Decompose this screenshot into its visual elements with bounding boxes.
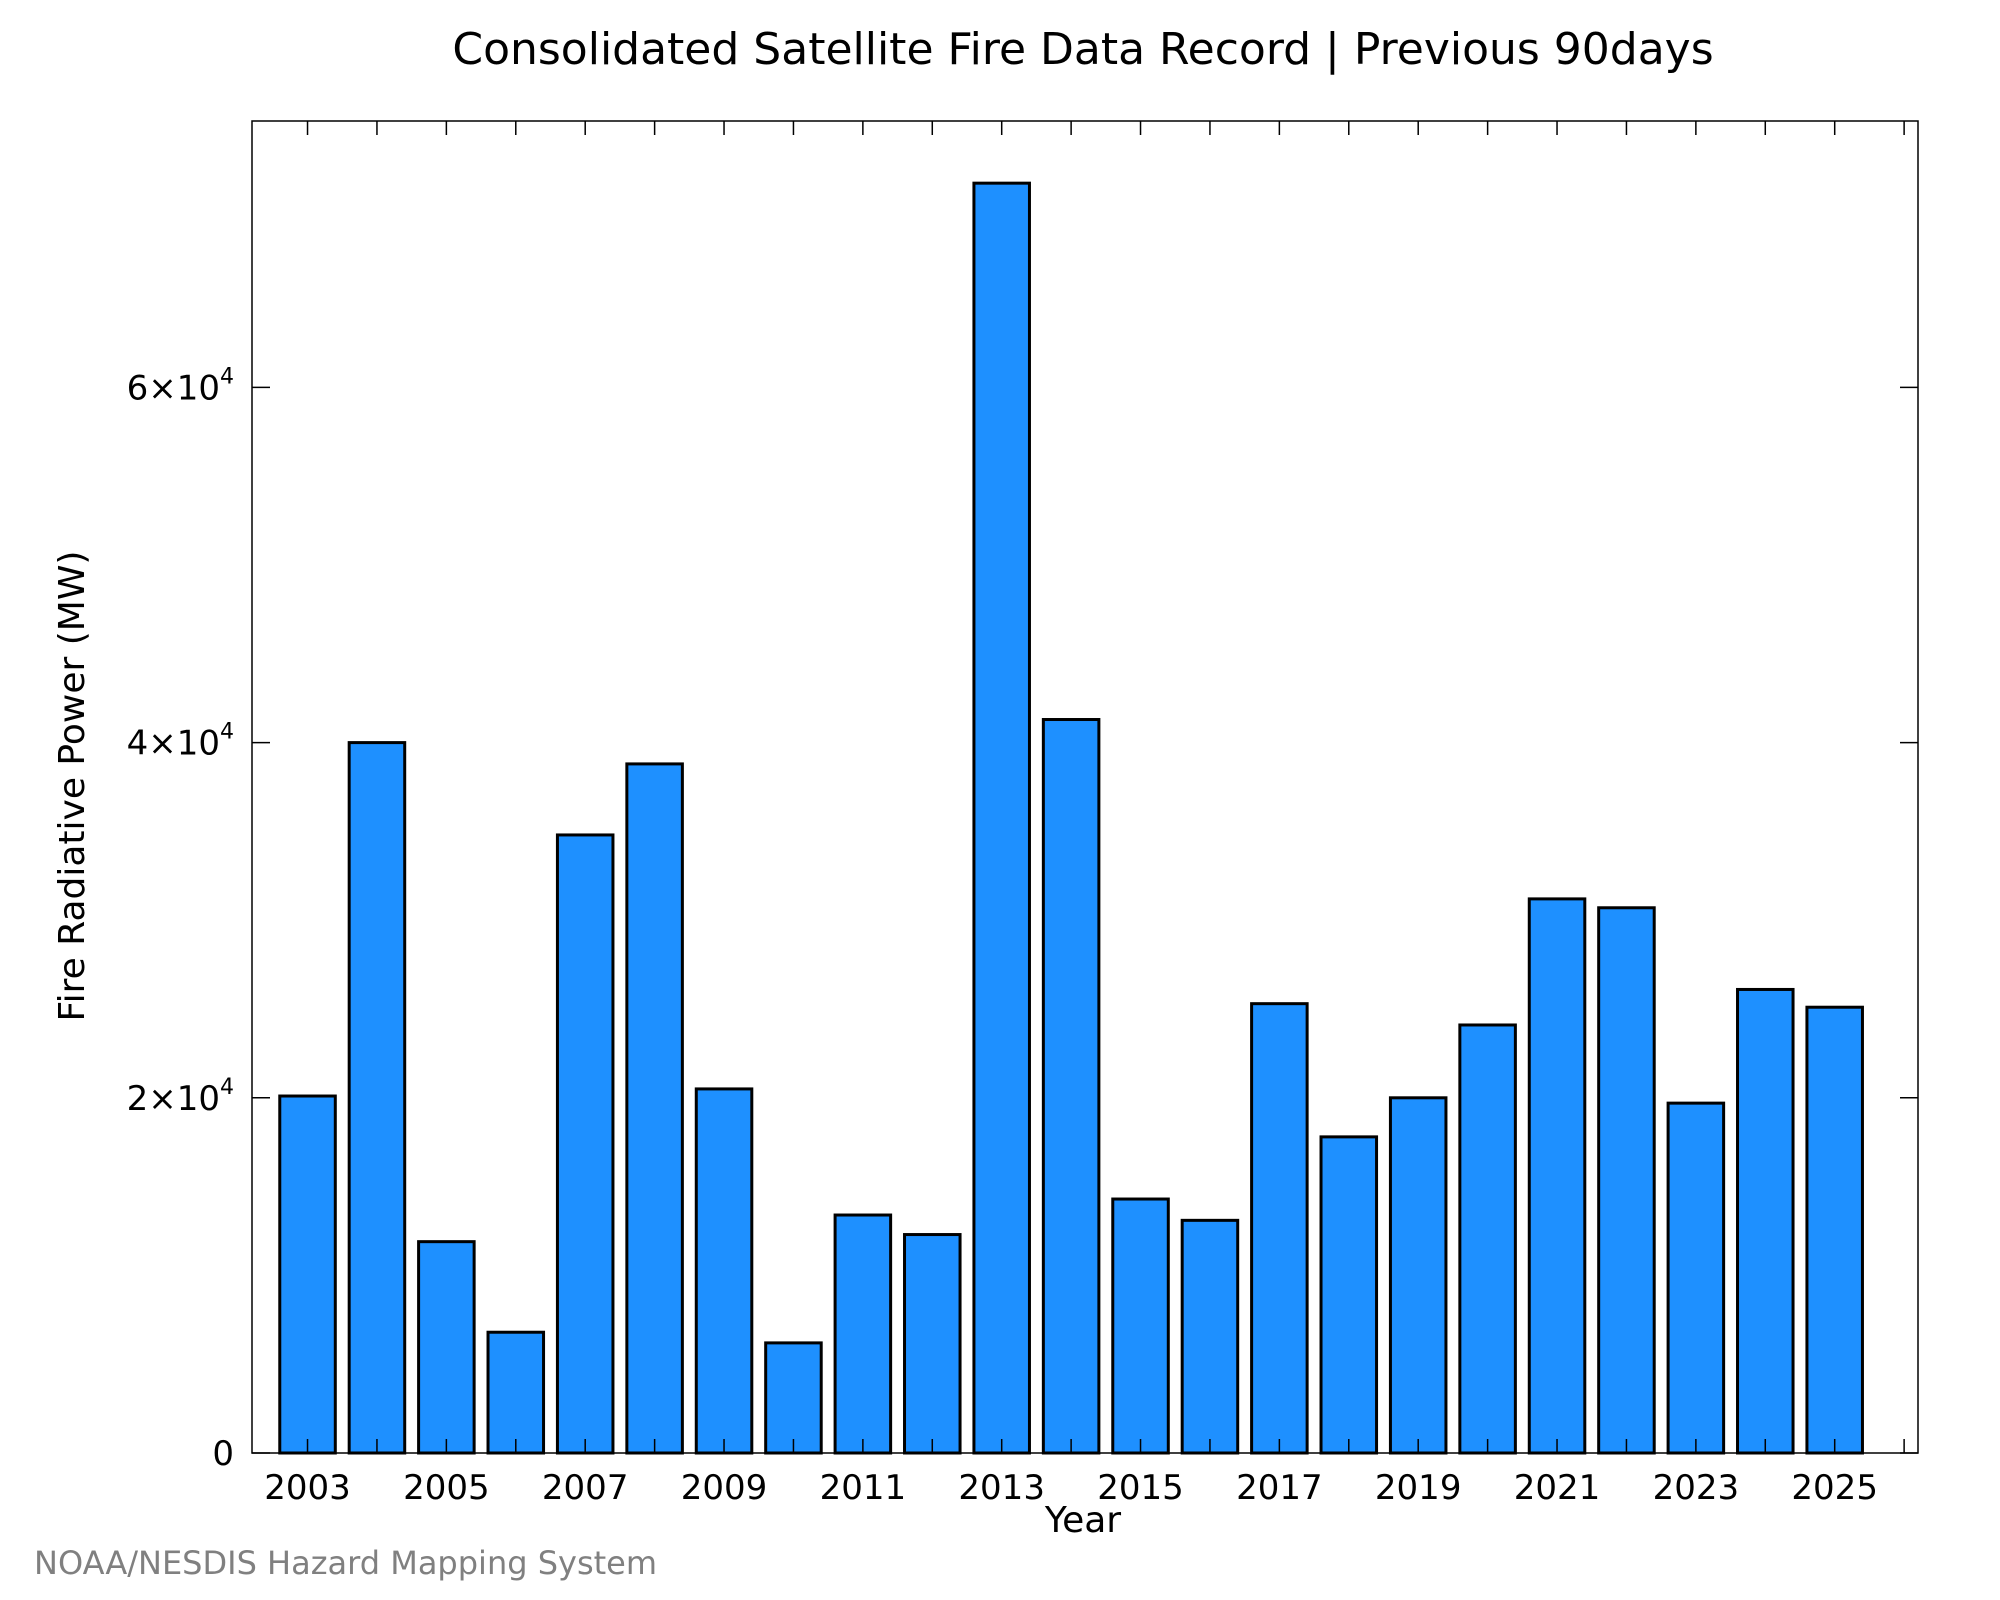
x-tick-label-2025: 2025 xyxy=(1791,1468,1878,1508)
x-tick-label-2023: 2023 xyxy=(1653,1468,1740,1508)
y-axis-title: Fire Radiative Power (MW) xyxy=(52,551,93,1022)
bar-2021 xyxy=(1527,897,1587,1455)
x-tick-label-2011: 2011 xyxy=(820,1468,907,1508)
bar-2020 xyxy=(1458,1023,1517,1455)
bar-2009 xyxy=(694,1087,754,1455)
bar-2015 xyxy=(1111,1197,1170,1455)
bar-2017 xyxy=(1250,1002,1309,1455)
y-tick-label-20000: 2×104 xyxy=(127,1075,234,1119)
bar-2016 xyxy=(1180,1218,1240,1455)
x-tick-label-2019: 2019 xyxy=(1375,1468,1462,1508)
x-tick-label-2005: 2005 xyxy=(403,1468,490,1508)
bar-2005 xyxy=(417,1240,476,1455)
plot-area-frame xyxy=(251,120,1919,1454)
x-tick-label-2021: 2021 xyxy=(1514,1468,1601,1508)
x-tick-label-2015: 2015 xyxy=(1097,1468,1184,1508)
x-tick-label-2003: 2003 xyxy=(264,1468,351,1508)
bar-2013 xyxy=(972,181,1031,1455)
bar-2019 xyxy=(1388,1096,1448,1455)
y-tick-label-0: 0 xyxy=(212,1434,234,1474)
bar-2007 xyxy=(555,833,615,1455)
chart-title: Consolidated Satellite Fire Data Record … xyxy=(452,24,1713,75)
axis-ticks-group xyxy=(252,121,1918,1454)
bar-2003 xyxy=(278,1094,337,1455)
x-tick-label-2013: 2013 xyxy=(958,1468,1045,1508)
bar-2018 xyxy=(1319,1135,1379,1455)
bar-2010 xyxy=(764,1341,823,1455)
x-tick-label-2007: 2007 xyxy=(542,1468,629,1508)
bar-2014 xyxy=(1041,718,1101,1455)
x-tick-label-2009: 2009 xyxy=(681,1468,768,1508)
x-tick-labels: 2003 2005 2007 2009 2011 2013 2015 2017 2019 2021… xyxy=(264,1468,1878,1508)
bar-2011 xyxy=(833,1213,893,1455)
bar-2022 xyxy=(1597,906,1656,1455)
bar-2025 xyxy=(1805,1005,1864,1455)
x-tick-label-2017: 2017 xyxy=(1236,1468,1323,1508)
source-credit: NOAA/NESDIS Hazard Mapping System xyxy=(34,1544,657,1582)
bar-2004 xyxy=(347,741,407,1455)
y-tick-label-40000: 4×104 xyxy=(127,720,234,764)
bar-2024 xyxy=(1736,987,1795,1455)
bar-2008 xyxy=(625,762,684,1455)
bars-group xyxy=(278,181,1864,1455)
y-tick-labels: 0 2×104 4×104 6×104 xyxy=(127,364,234,1474)
bar-2012 xyxy=(903,1233,962,1455)
bar-2006 xyxy=(486,1330,546,1455)
x-axis-title: Year xyxy=(1044,1500,1121,1541)
bar-2023 xyxy=(1666,1101,1726,1455)
y-tick-label-60000: 6×104 xyxy=(127,364,234,408)
